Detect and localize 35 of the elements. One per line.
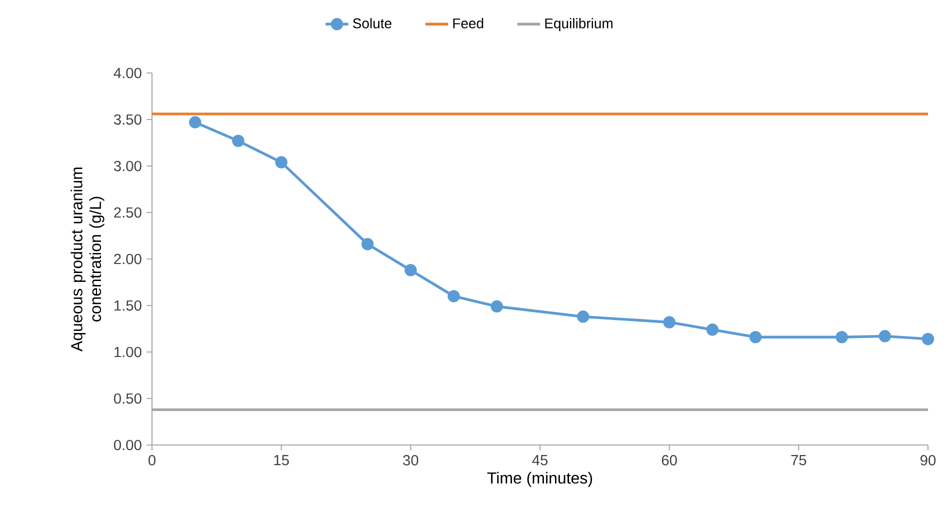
point [836, 330, 848, 344]
x-tick-label: 15 [274, 455, 289, 466]
point [275, 156, 288, 168]
point [706, 324, 719, 336]
y-tick-label: 0.50 [114, 393, 142, 404]
y-tick-label: 0.00 [114, 440, 142, 450]
point [749, 330, 762, 344]
legend-label: Solute [352, 18, 392, 28]
point [576, 310, 590, 323]
x-tick-label: 0 [148, 455, 156, 466]
point [232, 134, 244, 148]
x-tick-label: 90 [920, 455, 936, 466]
x-tick-label: 60 [662, 455, 677, 466]
y-axis-title: Aqueous product uranium conentration (g/L) [70, 168, 104, 352]
y-tick-label: 1.00 [114, 346, 142, 358]
y-tick-label: 4.00 [114, 68, 142, 78]
y-tick-label: 3.50 [114, 114, 142, 125]
point [404, 264, 417, 276]
point [490, 300, 504, 313]
y-tick-label: 1.50 [114, 300, 142, 311]
legend-label: Equilibrium [545, 18, 612, 32]
legend-label: Feed [453, 18, 484, 28]
x-tick-label: 45 [532, 455, 548, 466]
point [922, 332, 934, 346]
y-tick-label: 3.00 [114, 160, 142, 172]
y-tick-label: 2.50 [114, 207, 142, 218]
x-axis-title: Time (minutes) [487, 472, 592, 487]
point [878, 330, 892, 342]
point [188, 116, 202, 128]
point [663, 316, 676, 328]
x-tick-label: 30 [403, 455, 418, 466]
x-tick-label: 75 [791, 455, 806, 466]
point [361, 238, 374, 250]
y-tick-label: 2.00 [114, 254, 142, 264]
point [448, 290, 460, 302]
